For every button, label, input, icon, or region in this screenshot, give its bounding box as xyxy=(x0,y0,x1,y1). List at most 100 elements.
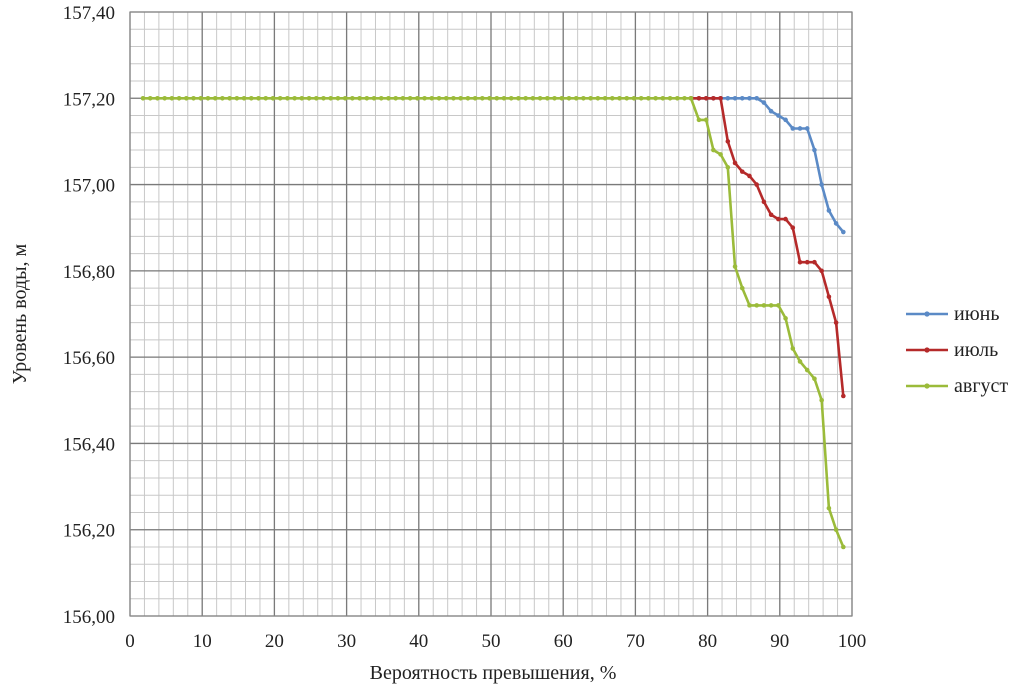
data-point xyxy=(819,268,824,274)
data-point xyxy=(804,126,810,131)
data-point xyxy=(841,544,846,550)
data-point xyxy=(234,95,240,101)
data-point xyxy=(797,126,803,131)
data-point xyxy=(176,95,182,101)
data-point xyxy=(797,359,803,364)
data-point xyxy=(732,160,738,166)
data-point xyxy=(292,95,297,101)
series-0 xyxy=(688,95,846,235)
data-point xyxy=(140,95,146,101)
data-point xyxy=(761,100,767,105)
y-tick-label: 157,20 xyxy=(63,89,115,110)
data-point xyxy=(783,216,788,222)
data-point xyxy=(624,95,630,101)
data-point xyxy=(754,303,759,308)
data-point xyxy=(220,95,225,101)
data-point xyxy=(350,95,355,101)
data-point xyxy=(306,95,312,101)
data-point xyxy=(480,95,485,101)
data-point xyxy=(559,95,565,101)
data-point xyxy=(804,367,810,373)
y-tick-label: 156,00 xyxy=(63,607,115,628)
data-point xyxy=(841,393,846,399)
data-point xyxy=(833,527,839,533)
data-point xyxy=(812,147,817,153)
data-point xyxy=(162,95,167,101)
data-point xyxy=(609,95,615,101)
data-point xyxy=(819,397,824,403)
data-point xyxy=(747,303,752,308)
data-point xyxy=(754,182,759,187)
data-point xyxy=(357,95,362,101)
data-point xyxy=(833,221,839,226)
legend-label: август xyxy=(954,375,1008,397)
data-point xyxy=(415,95,420,101)
data-point xyxy=(595,95,601,101)
data-point xyxy=(747,173,752,179)
data-point xyxy=(342,95,348,101)
data-point xyxy=(682,95,687,101)
data-point xyxy=(841,229,846,235)
series-line xyxy=(691,97,845,233)
data-point xyxy=(487,95,492,101)
data-point xyxy=(718,95,723,101)
data-point xyxy=(545,95,550,101)
y-tick-label: 156,20 xyxy=(63,521,115,542)
data-point xyxy=(725,139,731,144)
data-point xyxy=(407,95,413,101)
data-point xyxy=(313,95,319,101)
data-point xyxy=(797,259,803,265)
data-point xyxy=(552,95,557,101)
data-point xyxy=(378,95,384,101)
data-point xyxy=(321,95,326,101)
data-point xyxy=(739,169,745,174)
data-point xyxy=(472,95,478,101)
data-point xyxy=(826,294,832,300)
data-point xyxy=(826,208,832,213)
data-point xyxy=(761,199,767,205)
data-point xyxy=(696,95,702,101)
data-point xyxy=(776,216,781,222)
data-point xyxy=(768,303,774,308)
series-1 xyxy=(688,95,846,399)
x-tick-label: 0 xyxy=(125,631,135,652)
data-point xyxy=(184,95,189,101)
data-point xyxy=(725,165,731,170)
x-tick-label: 20 xyxy=(265,631,284,652)
data-point xyxy=(494,95,500,101)
x-tick-label: 60 xyxy=(554,631,573,652)
data-point xyxy=(783,316,788,321)
data-point xyxy=(783,117,788,123)
data-point xyxy=(451,95,456,101)
data-point xyxy=(516,95,521,101)
data-point xyxy=(205,95,211,101)
data-point xyxy=(790,346,796,351)
data-point xyxy=(768,108,774,114)
legend-marker xyxy=(924,311,930,317)
data-point xyxy=(198,95,204,101)
x-axis-title: Вероятность превышения, % xyxy=(370,662,617,684)
data-point xyxy=(422,95,427,101)
data-point xyxy=(573,95,579,101)
data-point xyxy=(732,95,738,101)
data-point xyxy=(646,95,651,101)
data-point xyxy=(393,95,398,101)
data-point xyxy=(602,95,608,101)
data-point xyxy=(530,95,536,101)
data-point xyxy=(328,95,334,101)
y-tick-label: 157,40 xyxy=(63,3,115,24)
data-point xyxy=(588,95,593,101)
x-tick-label: 30 xyxy=(337,631,356,652)
data-point xyxy=(212,95,218,101)
data-point xyxy=(711,147,716,153)
data-point xyxy=(739,285,745,291)
legend-label: июль xyxy=(954,339,998,361)
data-point xyxy=(436,95,442,101)
legend-label: июнь xyxy=(954,303,999,325)
x-tick-label: 90 xyxy=(770,631,789,652)
legend: июнь июль август xyxy=(906,303,1008,397)
data-point xyxy=(667,95,673,101)
data-point xyxy=(711,95,716,101)
